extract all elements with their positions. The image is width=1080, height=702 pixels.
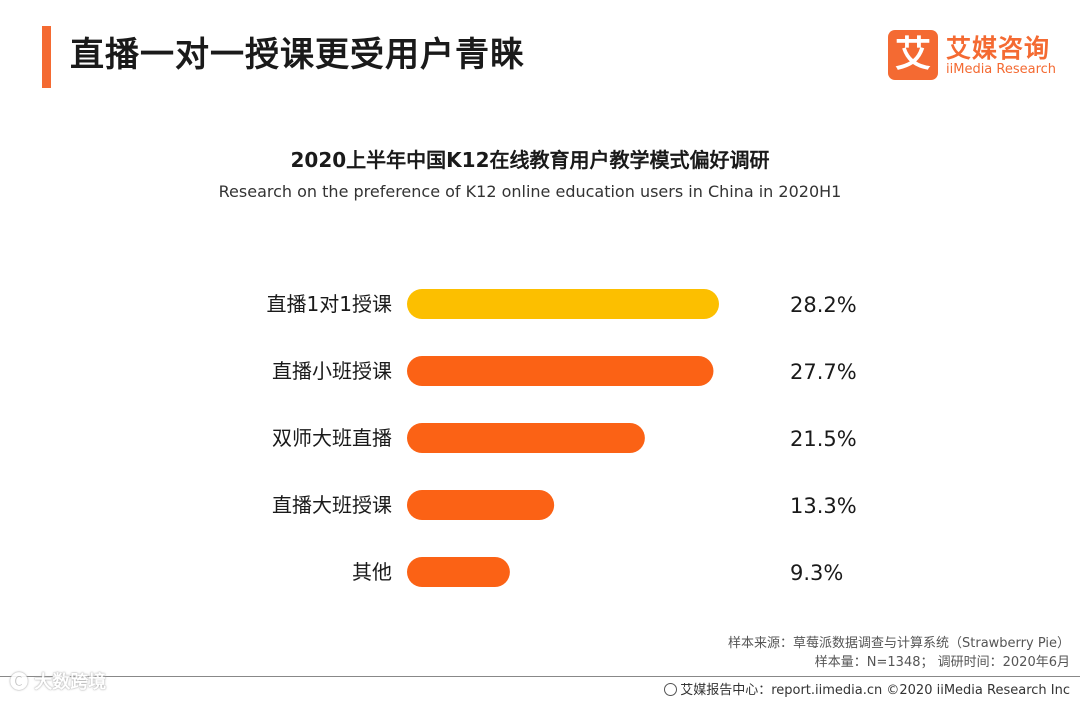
source-line-2: 样本量：N=1348； 调研时间：2020年6月: [814, 655, 1070, 670]
globe-icon: [664, 683, 678, 696]
source-line-1: 样本来源：草莓派数据调查与计算系统（Strawberry Pie）: [728, 636, 1070, 651]
title-accent-bar: [42, 26, 51, 88]
bar: [407, 356, 714, 386]
category-label: 双师大班直播: [272, 426, 392, 450]
category-label: 其他: [352, 560, 392, 584]
page-title: 直播一对一授课更受用户青睐: [70, 35, 525, 75]
chart-title: 2020上半年中国K12在线教育用户教学模式偏好调研: [290, 148, 770, 172]
bar: [407, 557, 510, 587]
bar: [407, 423, 645, 453]
bar: [407, 490, 555, 520]
watermark: 🅒 大数跨境: [10, 672, 107, 693]
value-label: 9.3%: [790, 561, 843, 585]
footer: 艾媒报告中心：report.iimedia.cn ©2020 iiMedia R…: [664, 679, 1070, 698]
value-label: 28.2%: [790, 293, 857, 317]
logo-name-cn: 艾媒咨询: [946, 34, 1051, 63]
value-label: 13.3%: [790, 494, 857, 518]
bar: [407, 289, 719, 319]
chart-subtitle: Research on the preference of K12 online…: [218, 182, 842, 201]
category-label: 直播1对1授课: [267, 292, 392, 316]
source-note: 样本来源：草莓派数据调查与计算系统（Strawberry Pie） 样本量：N=…: [470, 634, 1070, 672]
logo-mark-icon: 艾: [888, 30, 938, 80]
value-label: 27.7%: [790, 360, 857, 384]
category-label: 直播大班授课: [272, 493, 392, 517]
footer-divider: [0, 676, 1080, 677]
brand-logo: 艾 艾媒咨询 iiMedia Research: [888, 30, 1068, 82]
category-label: 直播小班授课: [272, 359, 392, 383]
footer-text: 艾媒报告中心：report.iimedia.cn ©2020 iiMedia R…: [680, 683, 1070, 698]
value-label: 21.5%: [790, 427, 857, 451]
logo-name-en: iiMedia Research: [946, 62, 1057, 77]
